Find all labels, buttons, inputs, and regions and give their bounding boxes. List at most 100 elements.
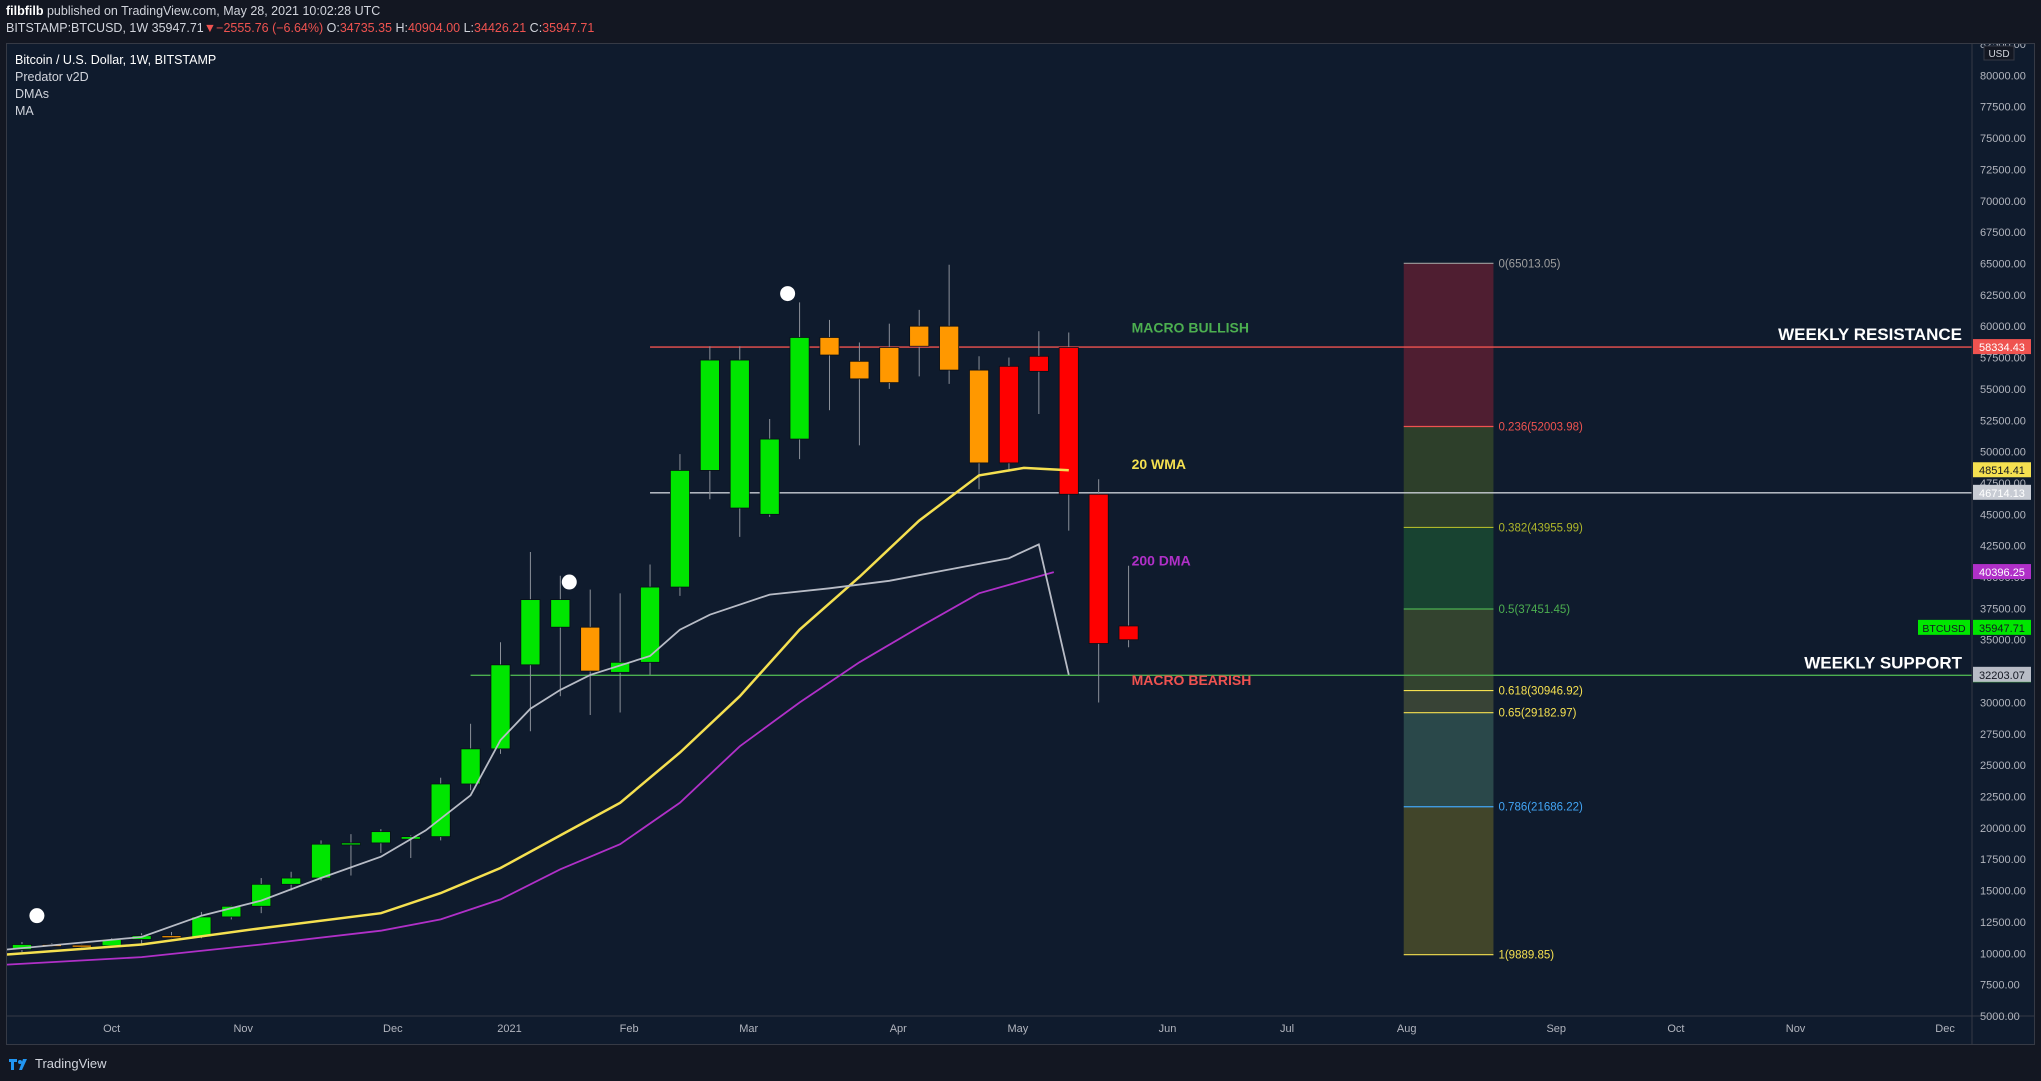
candle-body bbox=[550, 599, 571, 628]
candle-body bbox=[610, 661, 631, 673]
price-tag-box bbox=[1918, 619, 1970, 635]
candle-body bbox=[71, 944, 92, 948]
candle-body bbox=[311, 843, 332, 879]
fib-level-label-0.786: 0.786(21686.22) bbox=[1498, 802, 1583, 814]
candle-body bbox=[251, 883, 272, 907]
price-badge-box-5 bbox=[1973, 619, 2031, 635]
fib-level-label-0.5: 0.5(37451.45) bbox=[1498, 604, 1570, 616]
candle-body bbox=[909, 325, 930, 347]
down-arrow-icon: ▼ bbox=[203, 21, 217, 35]
high-value: 40904.00 bbox=[407, 21, 461, 35]
legend-indicator-ma[interactable]: MA bbox=[15, 104, 34, 118]
candle-body bbox=[281, 877, 302, 885]
y-tick-label: 70000.00 bbox=[1980, 196, 2026, 208]
annotation-label-2: 200 DMA bbox=[1132, 553, 1191, 569]
y-tick-label: 72500.00 bbox=[1980, 164, 2026, 176]
price-badge-4: 40396.25 bbox=[1979, 567, 2025, 579]
signal-dot bbox=[29, 908, 45, 924]
signal-dot bbox=[561, 574, 577, 590]
y-tick-label: 65000.00 bbox=[1980, 258, 2026, 270]
annotation-label-3: MACRO BEARISH bbox=[1132, 672, 1252, 688]
y-tick-label: 50000.00 bbox=[1980, 447, 2026, 459]
last-price: 35947.71 bbox=[151, 21, 204, 35]
candle-body bbox=[819, 337, 840, 356]
symbol-line: BITSTAMP:BTCUSD, 1W 35947.71▼−2555.76 (−… bbox=[6, 21, 594, 35]
price-badge-box-0 bbox=[1973, 339, 2031, 355]
close-label: C: bbox=[529, 21, 543, 35]
fib-zone-0.65 bbox=[1403, 712, 1494, 807]
close-value: 35947.71 bbox=[542, 21, 595, 35]
y-tick-label: 55000.00 bbox=[1980, 384, 2026, 396]
candle-body bbox=[789, 337, 810, 440]
x-tick-label: Apr bbox=[890, 1023, 907, 1035]
series-line-2 bbox=[7, 543, 1070, 951]
y-tick-label: 10000.00 bbox=[1980, 948, 2026, 960]
publish-date: published on TradingView.com, May 28, 20… bbox=[43, 4, 381, 18]
candle-body bbox=[340, 842, 361, 846]
fib-level-label-0.382: 0.382(43955.99) bbox=[1498, 522, 1583, 534]
x-tick-label: Jun bbox=[1159, 1023, 1177, 1035]
candle-body bbox=[699, 359, 720, 471]
x-tick-label: Mar bbox=[739, 1023, 758, 1035]
candle-body bbox=[191, 916, 212, 938]
candle-body bbox=[998, 365, 1019, 464]
candle-body bbox=[669, 470, 690, 588]
y-tick-label: 27500.00 bbox=[1980, 729, 2026, 741]
tradingview-logo[interactable]: TradingView bbox=[8, 1056, 107, 1071]
y-tick-label: 12500.00 bbox=[1980, 917, 2026, 929]
y-tick-label: 7500.00 bbox=[1980, 980, 2020, 992]
chart-canvas[interactable]: 0(65013.05) 0.236(52003.98) 0.382(43955.99… bbox=[7, 44, 2034, 1044]
annotation-label-1: 20 WMA bbox=[1132, 456, 1186, 472]
y-tick-label: 80000.00 bbox=[1980, 70, 2026, 82]
price-badge-0: 58334.43 bbox=[1979, 342, 2025, 354]
chart-area[interactable]: 0(65013.05) 0.236(52003.98) 0.382(43955.99… bbox=[6, 43, 2035, 1045]
low-value: 34426.21 bbox=[474, 21, 527, 35]
signal-dot bbox=[780, 286, 796, 302]
candle-body bbox=[430, 783, 451, 838]
legend-title[interactable]: Bitcoin / U.S. Dollar, 1W, BITSTAMP bbox=[15, 53, 217, 67]
fib-zone-0.786 bbox=[1403, 806, 1494, 955]
fib-zone-0.236 bbox=[1403, 426, 1494, 528]
currency-badge-box bbox=[1983, 45, 2015, 61]
x-tick-label: Nov bbox=[233, 1023, 253, 1035]
y-tick-label: 37500.00 bbox=[1980, 603, 2026, 615]
price-badge-box-6 bbox=[1973, 666, 2031, 682]
low-label: L: bbox=[463, 21, 475, 35]
y-tick-label: 60000.00 bbox=[1980, 321, 2026, 333]
price-badge-1: 46714.13 bbox=[1979, 488, 2025, 500]
author-name[interactable]: filbfilb bbox=[6, 4, 44, 18]
x-tick-label: 2021 bbox=[497, 1023, 521, 1035]
candle-body bbox=[879, 347, 900, 384]
fib-level-label-1: 1(9889.85) bbox=[1498, 950, 1554, 962]
y-tick-label: 15000.00 bbox=[1980, 886, 2026, 898]
y-tick-label: 52500.00 bbox=[1980, 415, 2026, 427]
price-badge-5: 35947.71 bbox=[1979, 623, 2025, 635]
y-tick-label: 22500.00 bbox=[1980, 792, 2026, 804]
price-badge-3: 48514.41 bbox=[1979, 465, 2025, 477]
currency-badge: USD bbox=[1988, 49, 2009, 60]
y-tick-label: 62500.00 bbox=[1980, 290, 2026, 302]
open-value: 34735.35 bbox=[339, 21, 392, 35]
x-tick-label: Dec bbox=[383, 1023, 403, 1035]
y-tick-label: 67500.00 bbox=[1980, 227, 2026, 239]
candle-body bbox=[849, 360, 870, 380]
price-tag: BTCUSD bbox=[1922, 623, 1966, 635]
x-tick-label: Aug bbox=[1397, 1023, 1417, 1035]
y-tick-label: 20000.00 bbox=[1980, 823, 2026, 835]
publish-info: filbfilb published on TradingView.com, M… bbox=[6, 4, 380, 18]
brand-name: TradingView bbox=[35, 1056, 107, 1071]
legend-indicator-predator[interactable]: Predator v2D bbox=[15, 70, 89, 84]
y-tick-label: 57500.00 bbox=[1980, 353, 2026, 365]
price-badge-6: 32203.07 bbox=[1979, 670, 2025, 682]
tradingview-icon bbox=[9, 1058, 27, 1070]
candle-body bbox=[759, 438, 780, 515]
fib-zone-0.618 bbox=[1403, 690, 1494, 713]
high-label: H: bbox=[395, 21, 408, 35]
hline-label-2: WEEKLY SUPPORT bbox=[1804, 653, 1962, 672]
legend-indicator-dmas[interactable]: DMAs bbox=[15, 87, 50, 101]
y-tick-label: 25000.00 bbox=[1980, 760, 2026, 772]
footer-bar: TradingView bbox=[0, 1046, 2041, 1081]
fib-level-label-0.65: 0.65(29182.97) bbox=[1498, 708, 1576, 720]
series-line-0 bbox=[7, 466, 1069, 956]
fib-zone-0.382 bbox=[1403, 527, 1494, 609]
